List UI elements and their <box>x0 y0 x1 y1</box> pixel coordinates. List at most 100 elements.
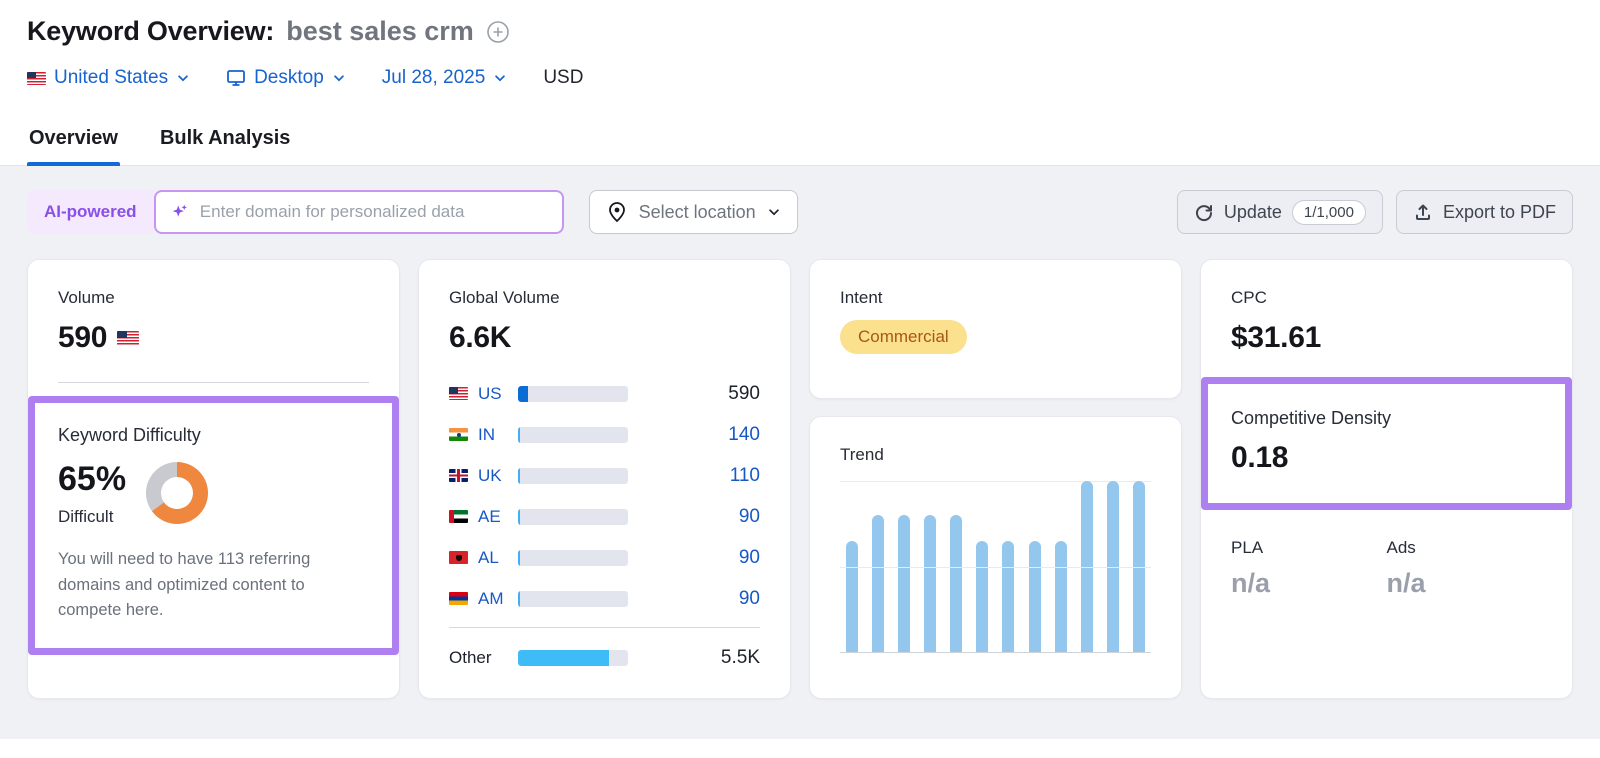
country-volume-value: 590 <box>728 382 760 404</box>
competitive-density-label: Competitive Density <box>1231 408 1392 428</box>
select-location-button[interactable]: Select location <box>588 190 798 234</box>
cpc-card: CPC $31.61 Competitive Density 0.18 PLA … <box>1200 259 1573 699</box>
trend-bar <box>1054 540 1067 652</box>
ads-label: Ads <box>1386 538 1416 557</box>
trend-bar <box>898 515 911 652</box>
country-code-link[interactable]: US <box>478 383 502 403</box>
global-volume-country-list: US 590 IN 140 UK 110 AE 90 AL 90 AM 90 <box>449 373 760 619</box>
page-header: Keyword Overview: best sales crm United … <box>0 0 1600 89</box>
select-location-label: Select location <box>638 201 756 222</box>
trend-bar <box>924 515 937 652</box>
title-row: Keyword Overview: best sales crm <box>27 16 1573 47</box>
uk-flag-icon <box>449 469 468 482</box>
other-volume-bar <box>518 650 628 666</box>
intent-card: Intent Commercial <box>809 259 1182 399</box>
device-selector[interactable]: Desktop <box>226 67 346 89</box>
export-pdf-label: Export to PDF <box>1442 201 1556 222</box>
currency-label: USD <box>543 67 584 88</box>
divider <box>58 382 369 383</box>
trend-bar <box>950 515 963 652</box>
ads-cell: Ads n/a <box>1387 538 1543 599</box>
country-selector[interactable]: United States <box>27 67 190 89</box>
keyword-difficulty-level: Difficult <box>58 507 114 526</box>
trend-bar <box>1080 481 1093 652</box>
trend-bar <box>1002 540 1015 652</box>
keyword-difficulty-highlight-box: Keyword Difficulty 65% Difficult You wil… <box>28 396 399 655</box>
us-flag-icon <box>449 387 468 400</box>
competitive-density-value: 0.18 <box>1231 441 1289 474</box>
pla-label: PLA <box>1231 538 1264 557</box>
volume-label: Volume <box>58 288 115 307</box>
trend-label: Trend <box>840 445 884 464</box>
country-code-link[interactable]: AM <box>478 588 504 608</box>
tab-bar: Overview Bulk Analysis <box>0 117 1600 166</box>
country-code-link[interactable]: UK <box>478 465 502 485</box>
export-pdf-button[interactable]: Export to PDF <box>1395 190 1573 234</box>
add-keyword-icon[interactable] <box>486 20 510 44</box>
global-volume-row: AM 90 <box>449 578 760 619</box>
in-flag-icon <box>449 428 468 441</box>
toolbar-right: Update 1/1,000 Export to PDF <box>1176 190 1573 234</box>
global-volume-value: 6.6K <box>449 321 512 354</box>
device-selector-label: Desktop <box>254 67 324 88</box>
content-area: AI-powered Select location <box>0 166 1600 739</box>
filter-row: United States Desktop Jul 28, 2025 USD <box>27 67 1573 89</box>
tab-bulk-analysis[interactable]: Bulk Analysis <box>159 127 291 149</box>
difficulty-donut-chart <box>146 462 209 524</box>
country-volume-value[interactable]: 90 <box>738 505 760 527</box>
date-selector[interactable]: Jul 28, 2025 <box>382 67 508 89</box>
global-volume-other-row: Other 5.5K <box>449 636 760 680</box>
global-volume-row: UK 110 <box>449 455 760 496</box>
competitive-density-highlight-box: Competitive Density 0.18 <box>1201 377 1572 510</box>
trend-chart <box>840 481 1151 653</box>
update-button[interactable]: Update 1/1,000 <box>1176 190 1383 234</box>
global-volume-label: Global Volume <box>449 288 560 307</box>
keyword-difficulty-row: 65% Difficult <box>58 460 369 527</box>
us-flag-icon <box>117 330 140 346</box>
trend-bar <box>976 540 989 652</box>
chevron-down-icon <box>178 75 188 82</box>
country-volume-value[interactable]: 110 <box>729 464 760 486</box>
country-volume-value[interactable]: 90 <box>738 546 760 568</box>
pla-cell: PLA n/a <box>1231 538 1387 599</box>
cpc-value: $31.61 <box>1231 321 1321 354</box>
ads-value: n/a <box>1386 568 1426 598</box>
volume-difficulty-card: Volume 590 Keyword Difficulty 65% Diffic… <box>27 259 400 699</box>
divider <box>449 627 760 628</box>
metrics-grid: Volume 590 Keyword Difficulty 65% Diffic… <box>27 259 1573 699</box>
country-code-link[interactable]: IN <box>478 424 495 444</box>
ai-domain-group: AI-powered <box>27 190 564 234</box>
country-code-link[interactable]: AL <box>478 547 499 567</box>
country-volume-bar <box>518 508 628 525</box>
trend-bars <box>846 481 1145 652</box>
keyword-difficulty-label: Keyword Difficulty <box>58 425 201 445</box>
trend-bar <box>1028 540 1041 652</box>
sparkle-icon <box>172 204 187 217</box>
country-volume-bar <box>518 385 628 402</box>
tab-overview[interactable]: Overview <box>27 117 120 166</box>
toolbar: AI-powered Select location <box>27 190 1573 234</box>
chevron-down-icon <box>768 209 779 216</box>
trend-bar <box>872 515 885 652</box>
update-label: Update <box>1223 201 1282 222</box>
intent-badge[interactable]: Commercial <box>840 320 967 354</box>
other-volume-value: 5.5K <box>720 647 760 668</box>
update-quota-badge: 1/1,000 <box>1291 199 1366 225</box>
country-code-link[interactable]: AE <box>478 506 501 526</box>
country-volume-bar <box>518 467 628 484</box>
ai-powered-badge: AI-powered <box>27 190 154 234</box>
country-volume-bar <box>518 426 628 443</box>
intent-label: Intent <box>840 288 883 307</box>
chevron-down-icon <box>495 75 506 82</box>
volume-value-row: 590 <box>58 321 369 355</box>
domain-input[interactable] <box>199 202 548 222</box>
global-volume-row: AL 90 <box>449 537 760 578</box>
country-volume-value[interactable]: 140 <box>728 423 760 445</box>
al-flag-icon <box>449 551 468 564</box>
pla-ads-row: PLA n/a Ads n/a <box>1231 538 1542 599</box>
keyword-text: best sales crm <box>286 16 474 46</box>
date-selector-label: Jul 28, 2025 <box>381 67 486 88</box>
country-selector-label: United States <box>54 67 169 88</box>
country-volume-value[interactable]: 90 <box>738 587 760 609</box>
